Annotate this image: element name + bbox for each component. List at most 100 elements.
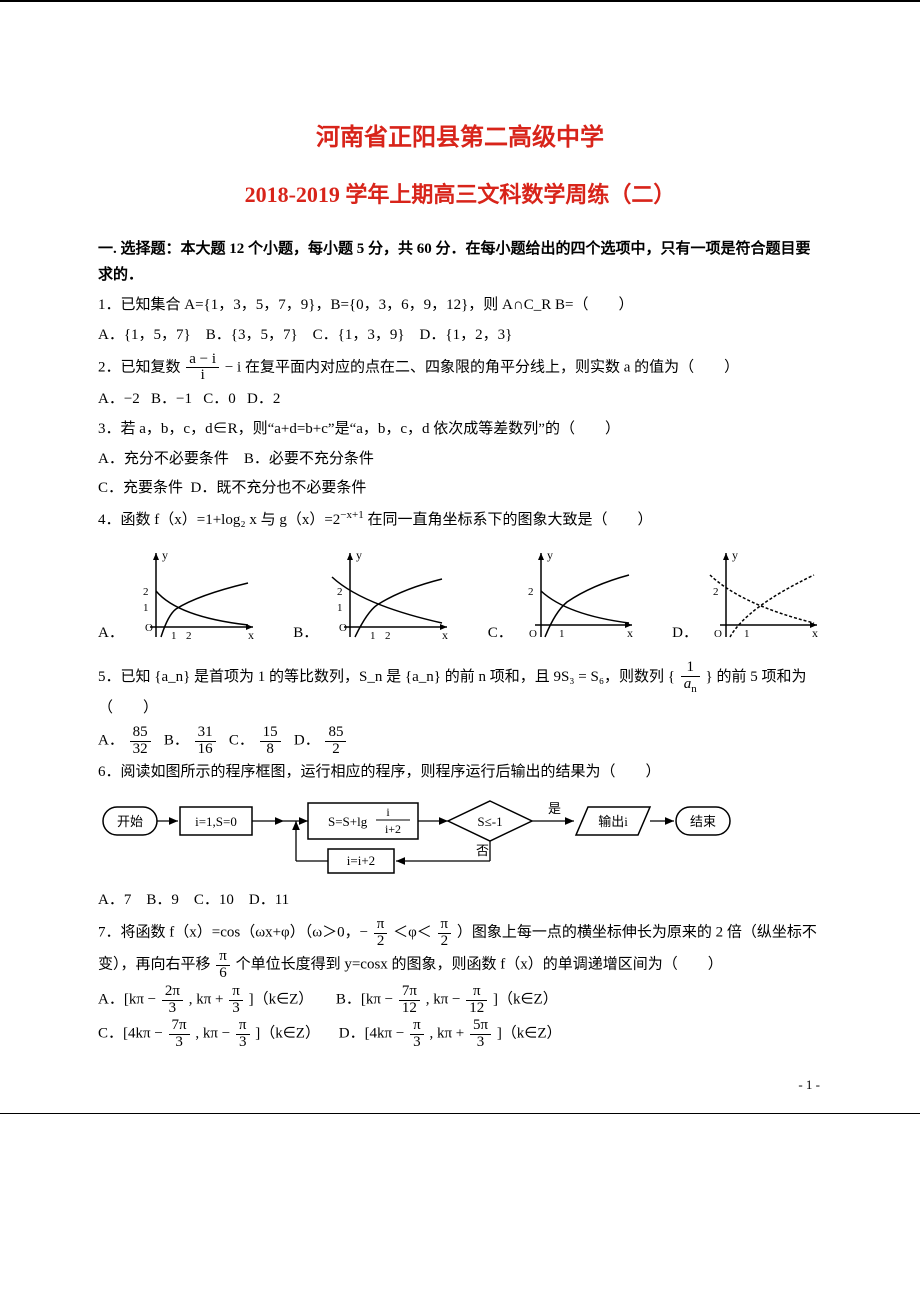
q2-pre: 2．已知复数: [98, 359, 181, 375]
q7-a2: π3: [229, 984, 243, 1017]
q7-b-post: ]（k∈Z）: [493, 991, 558, 1007]
q7-pi2b-den: 2: [438, 934, 452, 950]
svg-text:1: 1: [171, 630, 177, 642]
svg-text:y: y: [547, 548, 553, 562]
flow-start: 开始: [117, 814, 143, 829]
q5-opt-c-pre: C．: [229, 732, 254, 748]
q7-options-row1: A．[kπ − 2π3 , kπ + π3 ]（k∈Z） B．[kπ − 7π1…: [98, 984, 822, 1017]
q7-b1-num: 7π: [399, 984, 420, 1001]
q1-opt-b: B．{3，5，7}: [206, 327, 298, 343]
q1-options: A．{1，5，7} B．{3，5，7} C．{1，3，9} D．{1，2，3}: [98, 322, 822, 350]
q4-label-d: D．: [672, 621, 698, 642]
q7-pi2a-num: π: [374, 917, 388, 934]
q3-options-row2: C．充要条件 D．既不充分也不必要条件: [98, 475, 822, 503]
q5-frac-den: an: [681, 677, 700, 696]
q7-post: 个单位长度得到 y=cosx 的图象，则函数 f（x）的单调递增区间为（ ）: [236, 957, 723, 973]
q7-b2-num: π: [466, 984, 487, 1001]
q6-opt-a: A．7: [98, 892, 131, 908]
q7-pre: 7．将函数 f（x）=cos（ωx+φ）（ω＞0，−: [98, 924, 368, 940]
q4-graph-row: A． y x O 2 1 1 2 B．: [98, 547, 822, 642]
svg-text:x: x: [627, 626, 633, 640]
q7-b2: π12: [466, 984, 487, 1017]
q7-b1-den: 12: [399, 1001, 420, 1017]
flow-update-num: i: [386, 805, 390, 819]
q4-label-b: B．: [293, 621, 318, 642]
q7-pi6-num: π: [216, 949, 230, 966]
svg-text:2: 2: [385, 630, 391, 642]
flow-end: 结束: [690, 814, 716, 829]
q7-b2-den: 12: [466, 1001, 487, 1017]
svg-text:O: O: [339, 622, 347, 634]
q7-d2-num: 5π: [470, 1018, 491, 1035]
q7-c-post: ]（k∈Z）: [255, 1026, 320, 1042]
q7-a1: 2π3: [162, 984, 183, 1017]
q7-d1-den: 3: [410, 1035, 424, 1051]
q5-d-num: 85: [325, 725, 346, 742]
svg-text:x: x: [812, 626, 818, 640]
q4-svg-d: y x O 2 1: [702, 547, 822, 642]
q4-svg-a: y x O 2 1 1 2: [128, 547, 258, 642]
title-line-2: 2018-2019 学年上期高三文科数学周练（二）: [98, 177, 822, 209]
svg-text:y: y: [732, 548, 738, 562]
title-line-1: 河南省正阳县第二高级中学: [98, 117, 822, 152]
q5-opt-d-pre: D．: [294, 732, 320, 748]
svg-text:2: 2: [186, 630, 192, 642]
q4-svg-c: y x O 2 1: [517, 547, 637, 642]
q7-c2: π3: [236, 1018, 250, 1051]
q7-d1: π3: [410, 1018, 424, 1051]
q6-options: A．7 B．9 C．10 D．11: [98, 887, 822, 915]
svg-text:y: y: [356, 548, 362, 562]
flow-update-pre: S=S+lg: [328, 814, 368, 829]
flow-yes: 是: [548, 801, 561, 816]
q4-pre: 4．函数 f（x）=1+: [98, 512, 221, 528]
q7-pi6: π6: [216, 949, 230, 982]
q2-opt-c: C．0: [203, 391, 236, 407]
q4-stem: 4．函数 f（x）=1+log₂ x 与 g（x）=2−x+1 在同一直角坐标系…: [98, 505, 822, 535]
q3-opt-a: A．充分不必要条件: [98, 451, 229, 467]
q6-opt-b: B．9: [146, 892, 179, 908]
q7-options-row2: C．[4kπ − 7π3 , kπ − π3 ]（k∈Z） D．[4kπ − π…: [98, 1018, 822, 1051]
q7-d-post: ]（k∈Z）: [497, 1026, 562, 1042]
q5-pre: 5．已知 {a_n} 是首项为 1 的等比数列，S_n 是 {a_n} 的前 n…: [98, 669, 675, 685]
q7-d1-num: π: [410, 1018, 424, 1035]
q7-a1-den: 3: [162, 1001, 183, 1017]
svg-text:1: 1: [143, 602, 149, 614]
q2-frac-num: a − i: [186, 352, 219, 369]
q7-stem: 7．将函数 f（x）=cos（ωx+φ）（ω＞0，− π2 ＜φ＜ π2 ）图象…: [98, 917, 822, 982]
q4-label-a: A．: [98, 621, 124, 642]
svg-text:2: 2: [143, 586, 149, 598]
svg-text:O: O: [145, 622, 153, 634]
section-heading: 一. 选择题：本大题 12 个小题，每小题 5 分，共 60 分．在每小题给出的…: [98, 237, 822, 288]
q7-c2-den: 3: [236, 1035, 250, 1051]
flow-init: i=1,S=0: [195, 814, 237, 829]
q2-frac: a − i i: [186, 352, 219, 385]
q7-a-mid: , kπ +: [189, 991, 224, 1007]
q2-frac-den: i: [186, 368, 219, 384]
q6-flowchart-svg: 开始 i=1,S=0 S=S+lg i i+2 S≤-1 是 输出i: [98, 795, 738, 881]
q7-pi6-den: 6: [216, 966, 230, 982]
q7-pi2b: π2: [438, 917, 452, 950]
svg-text:O: O: [714, 628, 722, 640]
q7-b1: 7π12: [399, 984, 420, 1017]
q4-graph-a: A． y x O 2 1 1 2: [98, 547, 258, 642]
q5-opt-b-frac: 3116: [195, 725, 216, 758]
svg-text:2: 2: [713, 586, 719, 598]
q5-options: A． 8532 B． 3116 C． 158 D． 852: [98, 725, 822, 758]
q5-c-num: 15: [260, 725, 281, 742]
q5-frac-num: 1: [681, 660, 700, 677]
q5-opt-a-frac: 8532: [130, 725, 151, 758]
q5-c-den: 8: [260, 742, 281, 758]
q5-opt-b-pre: B．: [164, 732, 189, 748]
q7-pi2b-num: π: [438, 917, 452, 934]
page-number: - 1 -: [798, 1077, 820, 1093]
q7-a2-num: π: [229, 984, 243, 1001]
svg-text:x: x: [248, 628, 254, 642]
svg-text:x: x: [442, 628, 448, 642]
q7-c1-den: 3: [169, 1035, 190, 1051]
q4-g: 2−x+1: [333, 512, 364, 528]
svg-text:1: 1: [370, 630, 376, 642]
q7-d2: 5π3: [470, 1018, 491, 1051]
svg-text:2: 2: [337, 586, 343, 598]
q7-a-post: ]（k∈Z）: [249, 991, 314, 1007]
q5-frac: 1 an: [681, 660, 700, 695]
